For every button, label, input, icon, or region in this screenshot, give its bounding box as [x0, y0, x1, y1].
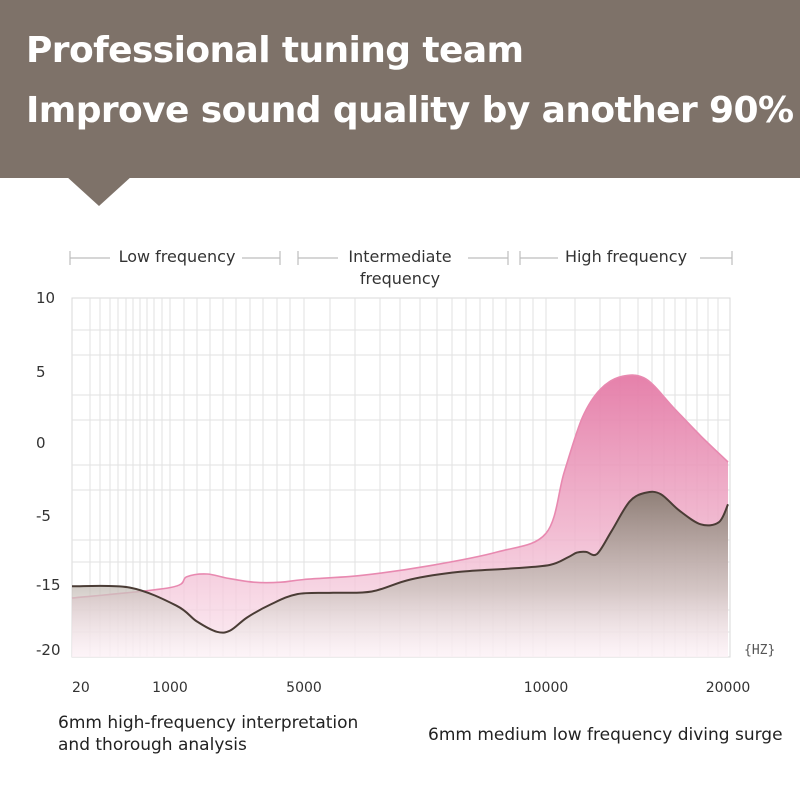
y-tick-label: 0 [36, 434, 46, 452]
x-tick-label: 20000 [706, 680, 751, 696]
x-tick-label: 1000 [152, 680, 188, 696]
y-tick-label: 5 [36, 363, 46, 381]
x-unit-label: {HZ} [744, 643, 775, 658]
gray-response-line [71, 490, 729, 634]
y-tick-label: -5 [36, 507, 51, 525]
x-tick-label: 5000 [286, 680, 322, 696]
header-banner: Professional tuning team Improve sound q… [0, 0, 800, 178]
band-label: High frequency [565, 247, 687, 266]
band-label: Low frequency [119, 247, 236, 266]
banner-pointer [66, 176, 132, 206]
y-tick-label: 10 [36, 289, 55, 307]
x-tick-label: 10000 [524, 680, 569, 696]
caption-left: 6mm high-frequency interpretation and th… [58, 713, 359, 755]
x-tick-label: 20 [72, 680, 90, 696]
y-tick-label: -15 [36, 576, 61, 594]
y-tick-label: -20 [36, 641, 61, 659]
pink-response-line [71, 374, 729, 599]
caption-right: 6mm medium low frequency diving surge [428, 725, 783, 745]
subheadline: Improve sound quality by another 90% [26, 90, 794, 131]
band-label: Intermediate frequency [348, 247, 451, 288]
gray-response-area [72, 491, 728, 657]
headline: Professional tuning team [26, 30, 524, 71]
